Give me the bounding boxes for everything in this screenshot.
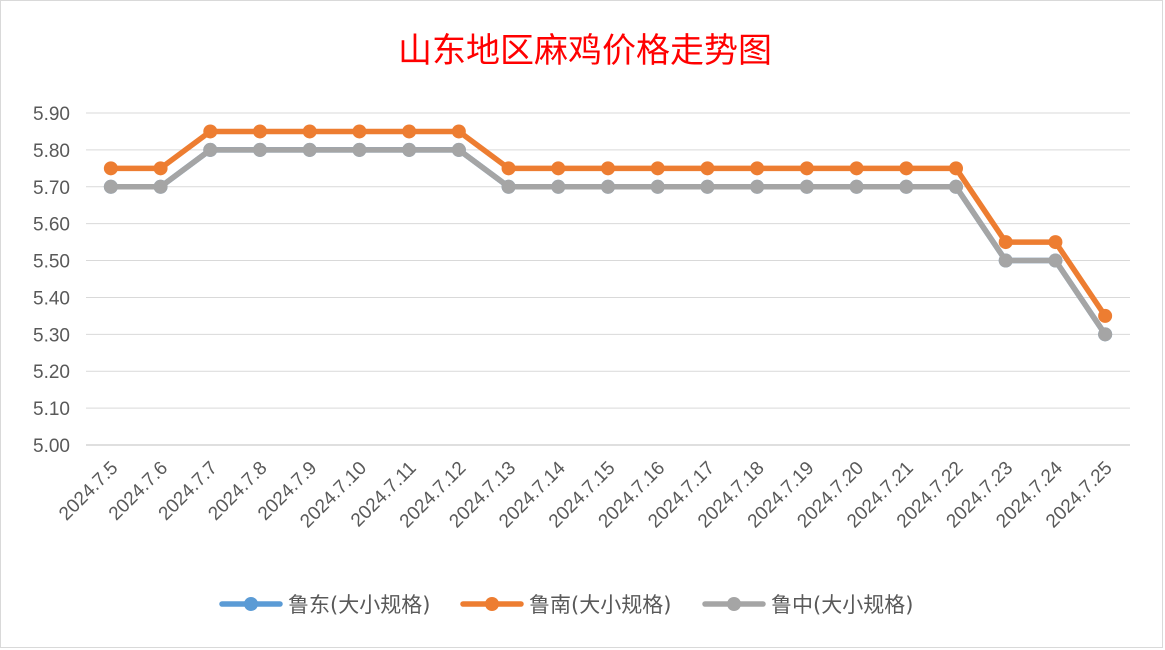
legend-item: 鲁南(大小规格) [460,593,671,617]
legend-label: 鲁东(大小规格) [288,593,430,617]
data-point [501,179,516,194]
data-point [949,161,963,176]
y-tick-label: 5.70 [33,178,70,199]
data-point [402,142,417,157]
y-tick-label: 5.80 [33,141,70,162]
data-point [750,161,765,176]
y-tick-label: 5.50 [33,252,70,273]
data-point [302,124,317,139]
data-point [899,179,914,194]
y-tick-label: 5.00 [33,436,70,457]
data-point [451,142,466,157]
data-point [402,124,417,139]
chart-title: 山东地区麻鸡价格走势图 [398,31,772,71]
legend-swatch-marker [485,597,499,611]
data-point [601,161,615,176]
data-point [700,179,715,194]
data-point [849,161,864,176]
data-point [1098,327,1113,342]
data-point [949,179,963,194]
series-2 [103,124,1113,323]
y-tick-label: 5.30 [33,325,70,346]
legend: 鲁东(大小规格) 鲁南(大小规格) 鲁中(大小规格) [219,593,913,617]
data-point [103,161,118,176]
series-line [108,147,1108,338]
data-point [551,179,566,194]
data-point [601,179,615,194]
series-line [108,147,1108,338]
data-point [501,161,516,176]
data-point [1048,235,1063,250]
y-tick-label: 5.10 [33,399,70,420]
legend-item: 鲁中(大小规格) [702,593,913,617]
data-point [998,235,1013,250]
y-tick-label: 5.90 [33,104,70,125]
data-point [1048,253,1063,268]
data-point [203,142,218,157]
data-point [253,142,267,157]
data-point [799,161,814,176]
x-axis-ticks: 2024.7.52024.7.62024.7.72024.7.82024.7.9… [55,457,1116,532]
data-point [103,179,118,194]
data-point [302,142,317,157]
series-lines [103,124,1113,342]
legend-swatch-marker [244,597,258,611]
data-point [899,161,914,176]
data-point [1098,308,1113,323]
data-point [203,124,218,139]
legend-label: 鲁中(大小规格) [771,593,913,617]
data-point [700,161,715,176]
data-point [153,161,168,176]
data-point [750,179,765,194]
series-3 [103,142,1113,342]
data-point [650,179,665,194]
data-point [799,179,814,194]
data-point [650,161,665,176]
y-tick-label: 5.60 [33,215,70,236]
legend-label: 鲁南(大小规格) [529,593,671,617]
legend-item: 鲁东(大小规格) [219,593,430,617]
data-point [153,179,168,194]
data-point [352,142,367,157]
data-point [253,124,267,139]
legend-swatch-marker [727,597,741,611]
y-tick-label: 5.20 [33,362,70,383]
data-point [451,124,466,139]
data-point [849,179,864,194]
data-point [551,161,566,176]
data-point [352,124,367,139]
y-tick-label: 5.40 [33,288,70,309]
data-point [998,253,1013,268]
y-axis-ticks: 5.00 5.10 5.20 5.30 5.40 5.50 5.60 5.70 5.80 5.90 [33,104,70,457]
